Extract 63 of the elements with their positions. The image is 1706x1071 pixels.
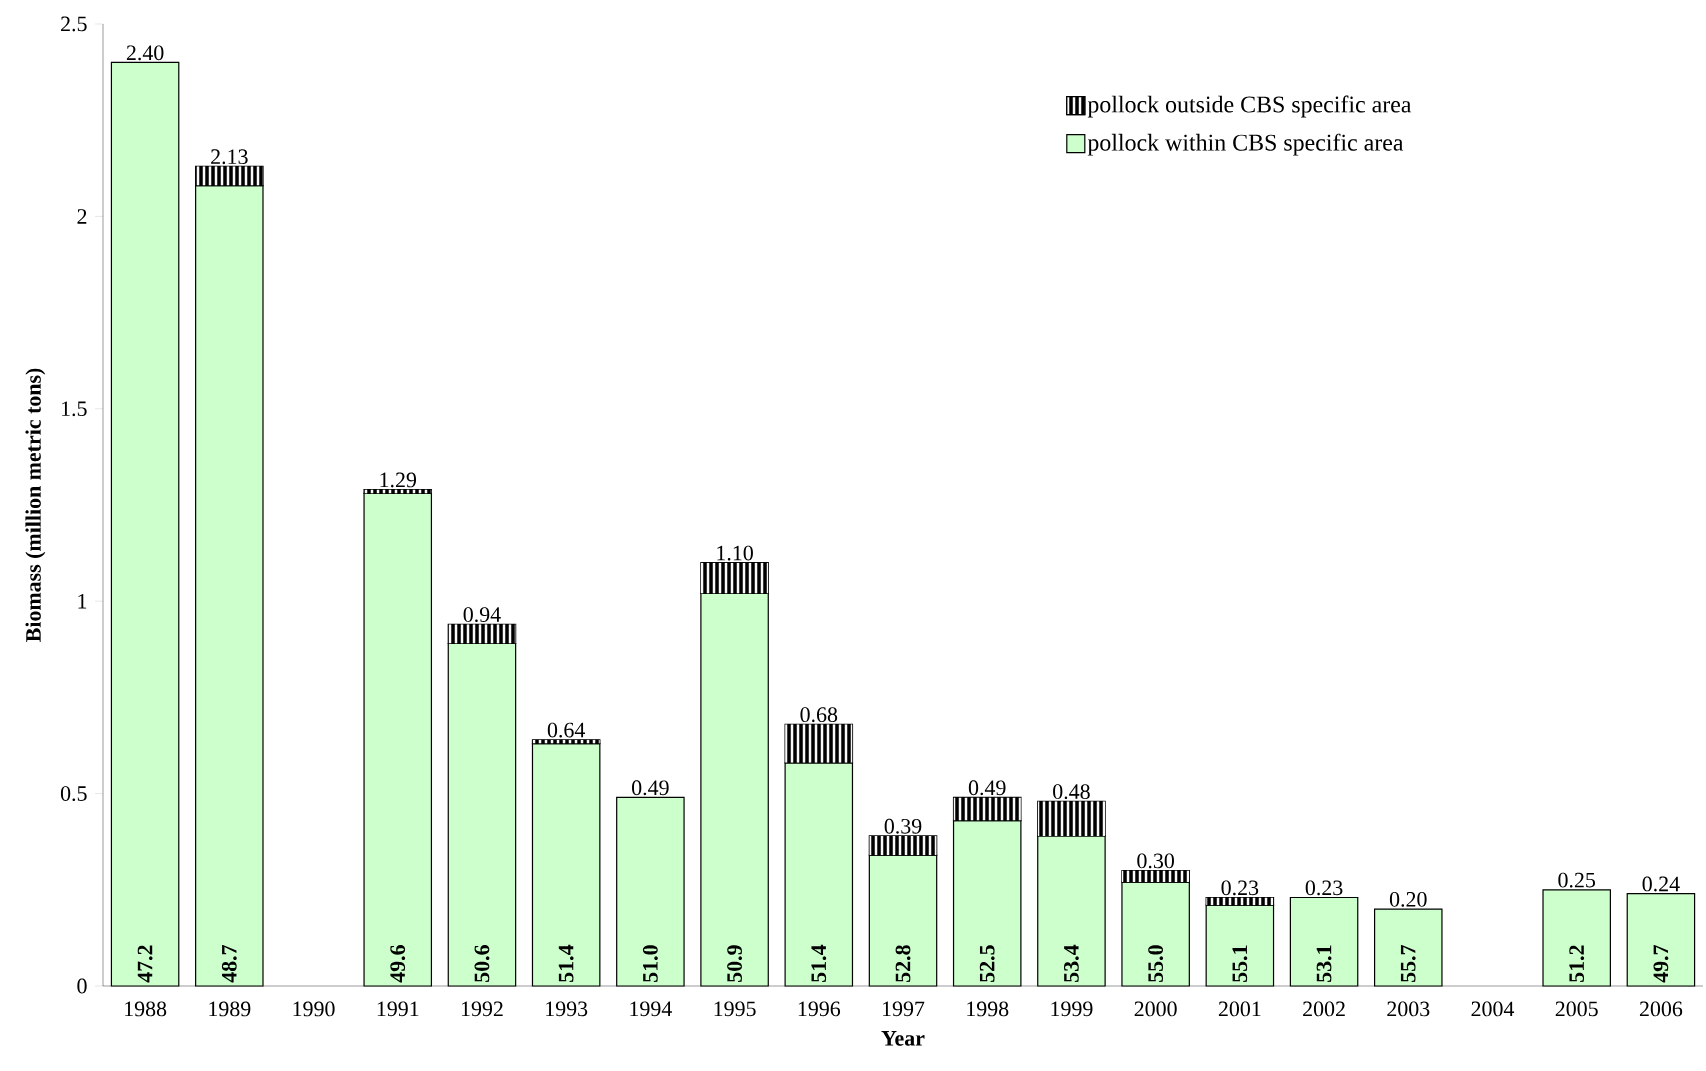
x-tick-label: 1988 xyxy=(125,1001,167,1017)
annotation: 53.1 xyxy=(1316,945,1332,982)
annotation: 50.9 xyxy=(727,945,743,982)
legend-label: pollock within CBS specific area xyxy=(1087,133,1404,156)
y-tick-label: 2.5 xyxy=(61,16,87,32)
annotation: 52.5 xyxy=(979,945,995,982)
x-tick-label: 2003 xyxy=(1387,1001,1430,1017)
x-tick-label: 1991 xyxy=(377,1001,419,1017)
y-tick-label: 1 xyxy=(78,593,87,609)
annotation: 55.0 xyxy=(1148,945,1164,982)
total-label: 2.13 xyxy=(211,149,248,165)
annotation: 51.2 xyxy=(1569,945,1585,982)
annotation: 55.1 xyxy=(1232,945,1248,982)
x-tick-label: 1999 xyxy=(1051,1001,1093,1017)
x-tick-label: 2004 xyxy=(1471,1001,1515,1017)
total-label: 0.49 xyxy=(968,780,1006,796)
y-axis-title: Biomass (million metric tons) xyxy=(25,368,46,642)
annotation: 51.0 xyxy=(642,945,658,982)
x-tick-label: 2000 xyxy=(1134,1001,1177,1017)
total-label: 0.94 xyxy=(463,607,501,623)
annotation: 49.6 xyxy=(390,945,406,983)
total-label: 2.40 xyxy=(126,45,164,61)
total-label: 0.23 xyxy=(1221,880,1259,896)
y-tick-label: 1.5 xyxy=(62,401,87,417)
x-tick-label: 1994 xyxy=(630,1001,672,1017)
x-axis-title: Year xyxy=(881,1031,925,1046)
total-label: 0.48 xyxy=(1053,784,1090,800)
x-tick-label: 2005 xyxy=(1555,1001,1598,1017)
total-label: 0.39 xyxy=(884,818,922,834)
annotation: 49.7 xyxy=(1653,944,1669,983)
annotation: 48.7 xyxy=(221,944,237,983)
annotation: 53.4 xyxy=(1064,944,1079,982)
total-label: 1.10 xyxy=(717,545,753,561)
x-tick-label: 1996 xyxy=(798,1001,841,1017)
total-label: 0.25 xyxy=(1558,872,1596,888)
annotation: 52.8 xyxy=(895,945,911,982)
annotation: 51.4 xyxy=(811,944,827,982)
x-tick-label: 1998 xyxy=(967,1001,1009,1017)
total-label: 0.20 xyxy=(1389,891,1427,907)
x-tick-label: 1993 xyxy=(546,1001,588,1017)
x-tick-label: 1990 xyxy=(293,1001,335,1017)
total-label: 0.68 xyxy=(800,707,838,723)
annotation: 55.7 xyxy=(1400,944,1416,982)
x-tick-label: 1992 xyxy=(461,1001,503,1017)
x-tick-label: 2006 xyxy=(1639,1001,1683,1017)
x-tick-label: 1989 xyxy=(209,1001,251,1017)
annotation: 50.6 xyxy=(474,945,490,982)
total-label: 1.29 xyxy=(380,472,417,488)
total-label: 0.23 xyxy=(1305,880,1343,896)
y-tick-label: 2 xyxy=(77,209,87,224)
total-label: 0.24 xyxy=(1642,876,1680,892)
x-tick-label: 1995 xyxy=(714,1001,756,1017)
y-tick-label: 0 xyxy=(77,978,87,994)
annotation: 51.4 xyxy=(558,944,574,982)
x-tick-label: 1997 xyxy=(883,1001,925,1017)
total-label: 0.64 xyxy=(547,722,586,738)
x-tick-label: 2002 xyxy=(1303,1001,1345,1017)
total-label: 0.30 xyxy=(1137,853,1174,869)
total-label: 0.49 xyxy=(632,780,669,796)
legend-label: pollock outside CBS specific area xyxy=(1087,95,1412,118)
x-tick-label: 2001 xyxy=(1218,1001,1261,1017)
y-tick-label: 0.5 xyxy=(60,786,87,802)
annotation: 47.2 xyxy=(137,945,153,983)
